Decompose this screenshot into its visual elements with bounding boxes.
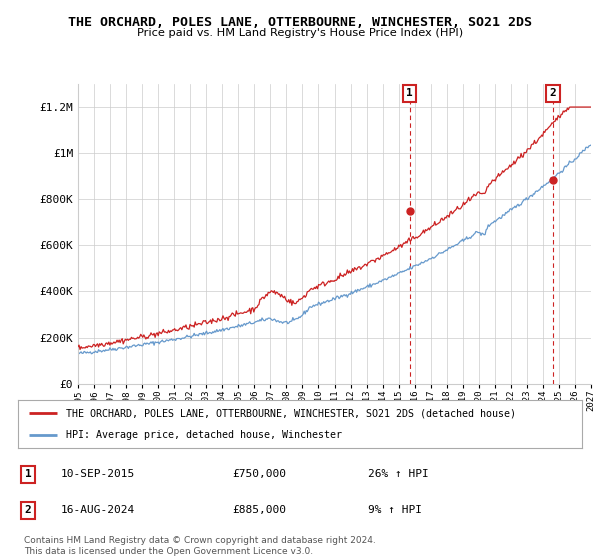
Text: £885,000: £885,000 bbox=[232, 505, 286, 515]
Text: 1: 1 bbox=[25, 469, 32, 479]
Text: Price paid vs. HM Land Registry's House Price Index (HPI): Price paid vs. HM Land Registry's House … bbox=[137, 28, 463, 38]
Text: THE ORCHARD, POLES LANE, OTTERBOURNE, WINCHESTER, SO21 2DS (detached house): THE ORCHARD, POLES LANE, OTTERBOURNE, WI… bbox=[66, 408, 516, 418]
Text: 2: 2 bbox=[25, 505, 32, 515]
Text: 16-AUG-2024: 16-AUG-2024 bbox=[60, 505, 134, 515]
Text: 1: 1 bbox=[406, 88, 413, 99]
Text: 9% ↑ HPI: 9% ↑ HPI bbox=[368, 505, 422, 515]
Text: HPI: Average price, detached house, Winchester: HPI: Average price, detached house, Winc… bbox=[66, 430, 342, 440]
Text: £750,000: £750,000 bbox=[232, 469, 286, 479]
Text: 2: 2 bbox=[550, 88, 556, 99]
Text: Contains HM Land Registry data © Crown copyright and database right 2024.
This d: Contains HM Land Registry data © Crown c… bbox=[24, 536, 376, 556]
Text: THE ORCHARD, POLES LANE, OTTERBOURNE, WINCHESTER, SO21 2DS: THE ORCHARD, POLES LANE, OTTERBOURNE, WI… bbox=[68, 16, 532, 29]
Text: 26% ↑ HPI: 26% ↑ HPI bbox=[368, 469, 428, 479]
Text: 10-SEP-2015: 10-SEP-2015 bbox=[60, 469, 134, 479]
